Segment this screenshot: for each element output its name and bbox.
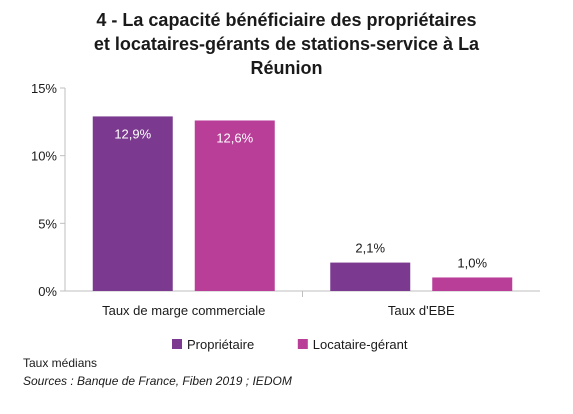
x-tick-label: Taux de marge commerciale [102, 303, 265, 318]
chart-title-line-1: 4 - La capacité bénéficiaire des proprié… [96, 10, 477, 30]
y-tick-label: 5% [38, 216, 57, 231]
chart-title-line-2: et locataires-gérants de stations-servic… [93, 34, 480, 54]
legend-label: Propriétaire [187, 337, 254, 352]
legend-swatch [172, 339, 182, 349]
data-label: 12,6% [216, 130, 253, 145]
bar [194, 120, 275, 291]
note-source: Sources : Banque de France, Fiben 2019 ;… [23, 374, 292, 388]
x-tick-label: Taux d'EBE [388, 303, 455, 318]
chart-title: 4 - La capacité bénéficiaire des proprié… [0, 8, 573, 80]
data-label: 12,9% [114, 126, 151, 141]
bar [92, 116, 173, 291]
bar [330, 262, 411, 291]
legend-label: Locataire-gérant [313, 337, 408, 352]
data-label: 2,1% [355, 241, 385, 256]
data-label: 1,0% [457, 255, 487, 270]
y-tick-label: 10% [31, 149, 57, 164]
bar [432, 277, 513, 291]
y-tick-label: 15% [31, 81, 57, 96]
note-median: Taux médians [23, 356, 98, 370]
chart-title-line-3: Réunion [250, 58, 323, 78]
y-tick-label: 0% [38, 284, 57, 299]
legend-swatch [297, 339, 308, 349]
